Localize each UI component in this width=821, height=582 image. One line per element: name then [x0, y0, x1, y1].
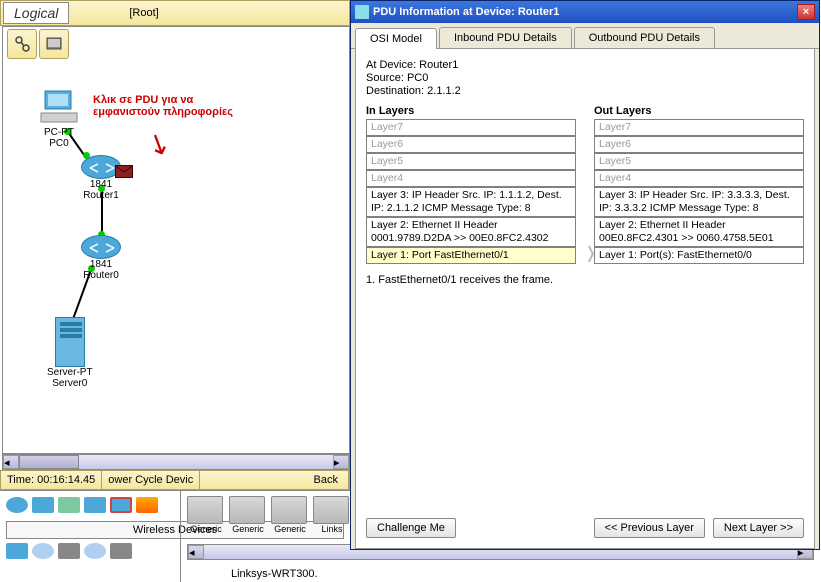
app-icon: [355, 5, 369, 19]
close-button[interactable]: ×: [797, 4, 815, 20]
topology-canvas[interactable]: PC-PT PC0 1841 Router1 1841 Router0: [2, 26, 350, 454]
layer2-in[interactable]: Layer 2: Ethernet II Header 0001.9789.D2…: [366, 217, 576, 247]
in-layers-column: In Layers Layer7 Layer6 Layer5 Layer4 La…: [366, 105, 576, 264]
server-icon: [55, 317, 85, 367]
end-devices-category-icon[interactable]: [136, 497, 158, 513]
hubs-category-icon[interactable]: [58, 497, 80, 513]
viewport-tool-icon[interactable]: [39, 29, 69, 59]
device-type-icon[interactable]: [110, 543, 132, 559]
in-layers-heading: In Layers: [366, 105, 576, 117]
layer6-out[interactable]: Layer6: [594, 136, 804, 153]
source-label: Source: PC0: [366, 72, 804, 84]
device-model: 1841: [81, 179, 121, 190]
scroll-right-button[interactable]: ▸: [333, 455, 349, 469]
generic-device-icon: [187, 496, 223, 524]
layer7-out[interactable]: Layer7: [594, 119, 804, 136]
scroll-left-button[interactable]: ◂: [188, 545, 204, 559]
device-type-icon[interactable]: [58, 543, 80, 559]
pdu-info-dialog: PDU Information at Device: Router1 × OSI…: [350, 0, 820, 550]
previous-layer-button[interactable]: << Previous Layer: [594, 518, 705, 538]
annotation-arrow-icon: ↘: [141, 124, 176, 164]
workspace: Logical [Root] PC-PT: [0, 0, 350, 582]
destination-label: Destination: 2.1.1.2: [366, 85, 804, 97]
device-model-item[interactable]: Generic: [271, 496, 309, 534]
device-model-item[interactable]: Generic: [187, 496, 225, 534]
router-icon: [81, 235, 121, 259]
device-label: PC-PT: [39, 127, 79, 138]
selected-model-label: Linksys-WRT300.: [231, 568, 318, 580]
tab-osi-model[interactable]: OSI Model: [355, 28, 437, 49]
device-router1[interactable]: 1841 Router1: [81, 155, 121, 201]
layer7-in[interactable]: Layer7: [366, 119, 576, 136]
generic-device-icon: [271, 496, 307, 524]
pdu-envelope-icon[interactable]: [115, 165, 133, 178]
layer4-out[interactable]: Layer4: [594, 170, 804, 187]
scroll-thumb[interactable]: [19, 455, 79, 469]
device-type-icon[interactable]: [32, 543, 54, 559]
dialog-title: PDU Information at Device: Router1: [373, 6, 559, 18]
status-bar: Time: 00:16:14.45 ower Cycle Devic Back: [0, 470, 350, 490]
layer2-out[interactable]: Layer 2: Ethernet II Header 00E0.8FC2.43…: [594, 217, 804, 247]
dialog-titlebar[interactable]: PDU Information at Device: Router1 ×: [351, 1, 819, 23]
next-layer-button[interactable]: Next Layer >>: [713, 518, 804, 538]
tab-inbound-pdu[interactable]: Inbound PDU Details: [439, 27, 572, 48]
dialog-tabs: OSI Model Inbound PDU Details Outbound P…: [351, 23, 819, 49]
out-layers-heading: Out Layers: [594, 105, 804, 117]
device-type-icon[interactable]: [6, 543, 28, 559]
sim-time: Time: 00:16:14.45: [1, 471, 102, 489]
horizontal-scrollbar[interactable]: ◂ ▸: [2, 454, 350, 470]
layer3-out[interactable]: Layer 3: IP Header Src. IP: 3.3.3.3, Des…: [594, 187, 804, 217]
process-step-text: 1. FastEthernet0/1 receives the frame.: [366, 274, 804, 286]
generic-device-icon: [313, 496, 349, 524]
wireless-category-icon[interactable]: [84, 497, 106, 513]
dialog-body: At Device: Router1 Source: PC0 Destinati…: [355, 49, 815, 549]
device-model-item[interactable]: Generic: [229, 496, 267, 534]
device-type-icon[interactable]: [84, 543, 106, 559]
generic-device-icon: [229, 496, 265, 524]
routers-category-icon[interactable]: [6, 497, 28, 513]
layer3-in[interactable]: Layer 3: IP Header Src. IP: 1.1.1.2, Des…: [366, 187, 576, 217]
device-server0[interactable]: Server-PT Server0: [47, 317, 93, 389]
layer5-out[interactable]: Layer5: [594, 153, 804, 170]
device-model: 1841: [81, 259, 121, 270]
out-layers-column: Out Layers Layer7 Layer6 Layer5 Layer4 L…: [594, 105, 804, 264]
challenge-me-button[interactable]: Challenge Me: [366, 518, 456, 538]
navigate-tool-icon[interactable]: [7, 29, 37, 59]
connections-category-icon[interactable]: [110, 497, 132, 513]
device-hostname: Server0: [47, 378, 93, 389]
annotation-text: Κλικ σε PDU για να εμφανιστούν πληροφορί…: [93, 94, 233, 118]
layer4-in[interactable]: Layer4: [366, 170, 576, 187]
power-cycle-button[interactable]: ower Cycle Devic: [102, 471, 200, 489]
switches-category-icon[interactable]: [32, 497, 54, 513]
at-device-label: At Device: Router1: [366, 59, 804, 71]
back-button[interactable]: Back: [304, 471, 349, 489]
device-router0[interactable]: 1841 Router0: [81, 235, 121, 281]
device-hostname: Router1: [81, 190, 121, 201]
layer6-in[interactable]: Layer6: [366, 136, 576, 153]
pc-icon: [39, 89, 79, 124]
device-pc0[interactable]: PC-PT PC0: [39, 89, 79, 149]
device-hostname: PC0: [39, 138, 79, 149]
logical-view-button[interactable]: Logical: [3, 2, 69, 24]
tab-outbound-pdu[interactable]: Outbound PDU Details: [574, 27, 715, 48]
layer5-in[interactable]: Layer5: [366, 153, 576, 170]
device-hostname: Router0: [81, 270, 121, 281]
scroll-left-button[interactable]: ◂: [3, 455, 19, 469]
device-label: Server-PT: [47, 367, 93, 378]
root-breadcrumb[interactable]: [Root]: [129, 7, 158, 19]
flow-arrow-icon: ❭: [584, 243, 597, 263]
layer1-in[interactable]: Layer 1: Port FastEthernet0/1: [366, 247, 576, 264]
device-model-item[interactable]: Links: [313, 496, 351, 534]
layer1-out[interactable]: Layer 1: Port(s): FastEthernet0/0: [594, 247, 804, 264]
top-toolbar: Logical [Root]: [0, 0, 350, 26]
